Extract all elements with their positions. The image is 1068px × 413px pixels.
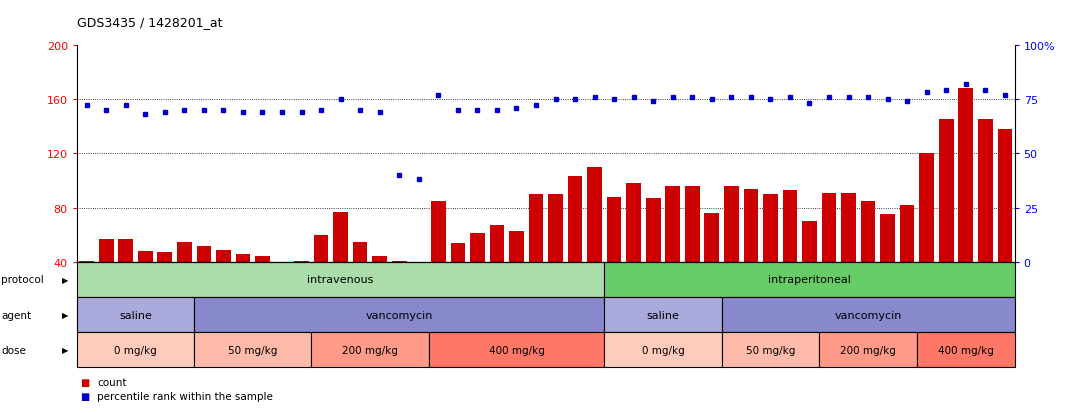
Bar <box>900 205 914 316</box>
Bar <box>821 193 836 316</box>
Text: agent: agent <box>1 310 31 320</box>
Bar <box>77 297 194 332</box>
Bar <box>958 89 973 316</box>
Bar <box>529 195 544 316</box>
Bar <box>77 262 604 297</box>
Bar <box>548 195 563 316</box>
Bar <box>861 201 876 316</box>
Bar <box>314 235 329 316</box>
Bar <box>177 242 191 316</box>
Text: GDS3435 / 1428201_at: GDS3435 / 1428201_at <box>77 16 222 29</box>
Bar <box>604 297 722 332</box>
Text: 50 mg/kg: 50 mg/kg <box>229 345 278 355</box>
Bar <box>509 231 523 316</box>
Text: 0 mg/kg: 0 mg/kg <box>114 345 157 355</box>
Bar <box>194 332 312 368</box>
Bar <box>431 201 445 316</box>
Bar <box>79 261 94 316</box>
Bar <box>119 239 134 316</box>
Bar <box>489 225 504 316</box>
Bar <box>978 120 992 316</box>
Bar <box>197 246 211 316</box>
Bar <box>743 189 758 316</box>
Text: ■: ■ <box>80 392 90 401</box>
Text: protocol: protocol <box>1 275 44 285</box>
Bar <box>428 332 604 368</box>
Text: intravenous: intravenous <box>308 275 374 285</box>
Bar <box>783 190 798 316</box>
Bar <box>722 297 1015 332</box>
Bar <box>626 184 641 316</box>
Bar <box>470 234 485 316</box>
Text: 400 mg/kg: 400 mg/kg <box>488 345 545 355</box>
Text: count: count <box>97 377 127 387</box>
Bar <box>842 193 855 316</box>
Text: saline: saline <box>119 310 152 320</box>
Text: ▶: ▶ <box>62 275 68 284</box>
Bar <box>665 186 680 316</box>
Bar <box>411 262 426 316</box>
Text: vancomycin: vancomycin <box>365 310 433 320</box>
Bar <box>138 252 153 316</box>
Text: 50 mg/kg: 50 mg/kg <box>745 345 795 355</box>
Bar <box>880 215 895 316</box>
Bar <box>568 177 582 316</box>
Bar <box>604 332 722 368</box>
Text: 0 mg/kg: 0 mg/kg <box>642 345 685 355</box>
Text: 200 mg/kg: 200 mg/kg <box>841 345 896 355</box>
Bar <box>274 262 289 316</box>
Bar <box>99 239 113 316</box>
Bar <box>352 242 367 316</box>
Bar <box>920 154 934 316</box>
Text: dose: dose <box>1 345 26 355</box>
Bar <box>604 262 1015 297</box>
Bar <box>294 261 309 316</box>
Bar <box>216 250 231 316</box>
Bar <box>255 257 270 316</box>
Bar <box>157 253 172 316</box>
Bar <box>998 129 1012 316</box>
Text: ▶: ▶ <box>62 311 68 319</box>
Text: percentile rank within the sample: percentile rank within the sample <box>97 392 273 401</box>
Bar <box>392 261 407 316</box>
Text: vancomycin: vancomycin <box>834 310 901 320</box>
Bar <box>373 257 387 316</box>
Bar <box>236 254 250 316</box>
Text: 200 mg/kg: 200 mg/kg <box>342 345 398 355</box>
Bar <box>939 120 954 316</box>
Bar <box>724 186 739 316</box>
Text: saline: saline <box>646 310 679 320</box>
Bar <box>685 186 700 316</box>
Text: 400 mg/kg: 400 mg/kg <box>938 345 993 355</box>
Text: ▶: ▶ <box>62 346 68 354</box>
Bar <box>646 199 660 316</box>
Bar <box>194 297 604 332</box>
Bar <box>819 332 917 368</box>
Bar <box>705 214 719 316</box>
Bar <box>451 243 466 316</box>
Text: intraperitoneal: intraperitoneal <box>768 275 851 285</box>
Bar <box>607 197 622 316</box>
Bar <box>312 332 428 368</box>
Bar <box>77 332 194 368</box>
Text: ■: ■ <box>80 377 90 387</box>
Bar <box>333 212 348 316</box>
Bar <box>722 332 819 368</box>
Bar <box>917 332 1015 368</box>
Bar <box>802 222 817 316</box>
Bar <box>763 195 778 316</box>
Bar <box>587 167 602 316</box>
